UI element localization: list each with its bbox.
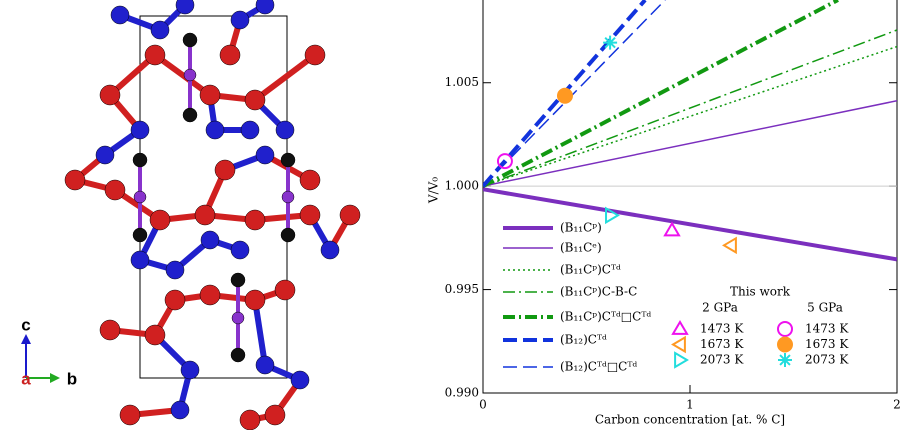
series-line [483,99,897,187]
axis-label-a: a [21,369,31,388]
legend-label: 1673 K [805,337,849,351]
legend-label: 2073 K [700,353,744,367]
series-line [483,29,897,187]
series-line [483,0,666,187]
legend-label: (B₁₁Cᵖ) [560,221,602,235]
legend-label: 1673 K [700,337,744,351]
marker [722,236,737,255]
legend-label: 1473 K [700,322,744,336]
x-tick-label: 0 [479,398,487,412]
legend-title: This work [730,285,791,299]
b-arrow-head [50,373,60,383]
marker [556,87,573,104]
y-axis-label: V/V₀ [427,177,441,204]
y-tick-label: 1.000 [445,179,479,193]
legend-label: 1473 K [805,322,849,336]
legend-group: 5 GPa [807,301,843,315]
legend-label: (B₁₁Cᵖ)Cᵀᵈ [560,263,621,277]
x-tick-label: 2 [893,398,901,412]
legend-label: (B₁₁Cᵖ)Cᵀᵈ□Cᵀᵈ [560,310,651,324]
y-tick-label: 0.990 [445,386,479,400]
legend-group: 2 GPa [702,301,738,315]
x-axis-label: Carbon concentration [at. % C] [595,413,785,427]
legend-label: 2073 K [805,353,849,367]
marker [603,35,618,50]
series-line [483,187,897,262]
marker [671,320,689,335]
legend-label: (B₁₂)Cᵀᵈ [560,333,607,347]
chart: Carbon concentration [at. % C] V/V₀ 0 1 20… [427,0,901,427]
marker [605,206,620,225]
legend-label: (B₁₁Cᵉ) [560,241,602,255]
marker [778,353,792,367]
marker [671,335,686,354]
x-tick-label: 1 [686,398,694,412]
axis-label-c: c [21,315,30,334]
plot-area [483,0,897,262]
marker [777,336,793,353]
y-tick-label: 0.995 [445,282,479,296]
axis-indicator: c a b [21,315,77,388]
crystal-structure: c a b [21,0,361,430]
marker [674,351,689,369]
legend-label: (B₁₂)Cᵀᵈ□Cᵀᵈ [560,360,637,374]
legend-label: (B₁₁Cᵖ)C-B-C [560,285,637,299]
y-tick-label: 1.005 [445,75,479,89]
marker [663,221,681,237]
atoms [64,0,361,430]
axis-label-b: b [67,369,77,388]
c-arrow-head [21,334,31,344]
marker [777,321,793,337]
series-line [483,0,839,188]
marker [496,153,513,170]
